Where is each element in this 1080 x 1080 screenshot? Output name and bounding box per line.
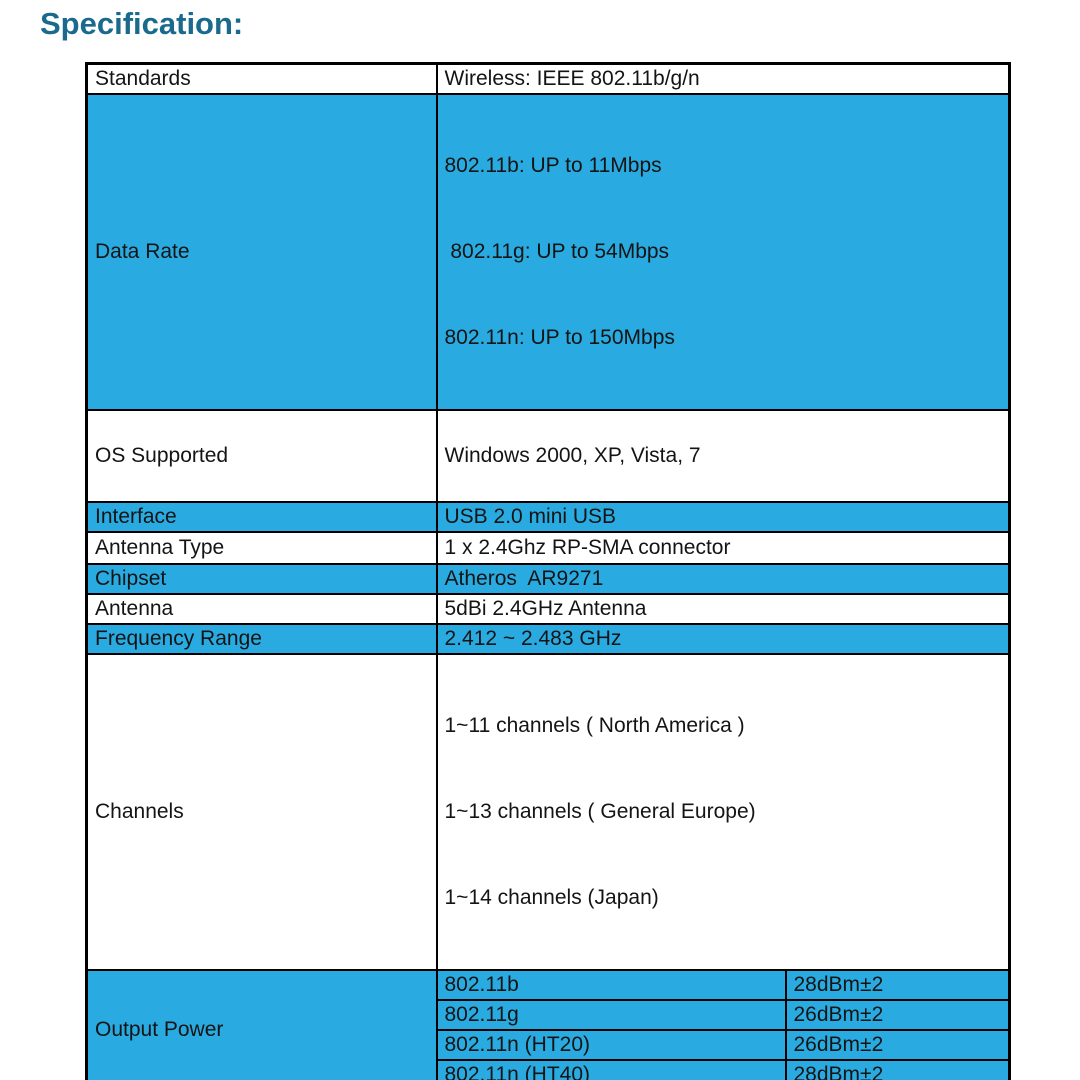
output-power-value: 26dBm±2	[784, 999, 1011, 1031]
spec-label-chipset: Chipset	[85, 563, 438, 595]
spec-label-antenna: Antenna	[85, 593, 438, 625]
table-row-os-supported: OS Supported Windows 2000, XP, Vista, 7	[85, 409, 1011, 503]
output-power-value: 28dBm±2	[784, 1059, 1011, 1080]
table-row-data-rate: Data Rate 802.11b: UP to 11Mbps 802.11g:…	[85, 93, 1011, 411]
channels-line: 1~14 channels (Japan)	[444, 886, 659, 909]
spec-value-antenna: 5dBi 2.4GHz Antenna	[435, 593, 1011, 625]
spec-value-frequency-range: 2.412 ~ 2.483 GHz	[435, 623, 1011, 655]
spec-label-data-rate: Data Rate	[85, 93, 438, 411]
table-row-interface: Interface USB 2.0 mini USB	[85, 501, 1011, 533]
spec-value-standards: Wireless: IEEE 802.11b/g/n	[435, 62, 1011, 95]
spec-label-interface: Interface	[85, 501, 438, 533]
spec-value-antenna-type: 1 x 2.4Ghz RP-SMA connector	[435, 531, 1011, 565]
table-row-frequency-range: Frequency Range 2.412 ~ 2.483 GHz	[85, 623, 1011, 655]
spec-label-frequency-range: Frequency Range	[85, 623, 438, 655]
specification-table: Standards Wireless: IEEE 802.11b/g/n Dat…	[85, 62, 1011, 1080]
spec-value-channels: 1~11 channels ( North America ) 1~13 cha…	[435, 653, 1011, 971]
output-power-value: 26dBm±2	[784, 1029, 1011, 1061]
table-row-channels: Channels 1~11 channels ( North America )…	[85, 653, 1011, 971]
output-power-value: 28dBm±2	[784, 969, 1011, 1001]
channels-line: 1~11 channels ( North America )	[444, 714, 745, 737]
table-row-output-power-n-ht40: 802.11n (HT40) 28dBm±2	[87, 1059, 1011, 1080]
table-row-chipset: Chipset Atheros AR9271	[85, 563, 1011, 595]
spec-value-data-rate: 802.11b: UP to 11Mbps 802.11g: UP to 54M…	[435, 93, 1011, 411]
spec-label-os-supported: OS Supported	[85, 409, 438, 503]
data-rate-line: 802.11b: UP to 11Mbps	[444, 154, 662, 177]
table-row-output-power-n-ht20: 802.11n (HT20) 26dBm±2	[87, 1029, 1011, 1061]
output-power-mode: 802.11n (HT40)	[435, 1059, 787, 1080]
spec-value-os-supported: Windows 2000, XP, Vista, 7	[435, 409, 1011, 503]
spec-value-interface: USB 2.0 mini USB	[435, 501, 1011, 533]
table-row-standards: Standards Wireless: IEEE 802.11b/g/n	[85, 62, 1011, 95]
table-row-output-power-b: Output Power 802.11b 28dBm±2	[85, 969, 1011, 1080]
spec-label-output-power: Output Power	[85, 969, 438, 1080]
channels-line: 1~13 channels ( General Europe)	[444, 800, 756, 823]
data-rate-line: 802.11n: UP to 150Mbps	[444, 326, 675, 349]
table-row-output-power-g: 802.11g 26dBm±2	[87, 999, 1011, 1031]
spec-value-chipset: Atheros AR9271	[435, 563, 1011, 595]
spec-label-antenna-type: Antenna Type	[85, 531, 438, 565]
output-power-mode: 802.11g	[435, 999, 787, 1031]
table-row-antenna: Antenna 5dBi 2.4GHz Antenna	[85, 593, 1011, 625]
output-power-mode: 802.11b	[435, 969, 787, 1001]
spec-label-standards: Standards	[85, 62, 438, 95]
data-rate-line: 802.11g: UP to 54Mbps	[444, 240, 670, 263]
spec-label-channels: Channels	[85, 653, 438, 971]
output-power-mode: 802.11n (HT20)	[435, 1029, 787, 1061]
page-title: Specification:	[40, 6, 244, 41]
table-row-antenna-type: Antenna Type 1 x 2.4Ghz RP-SMA connector	[85, 531, 1011, 565]
